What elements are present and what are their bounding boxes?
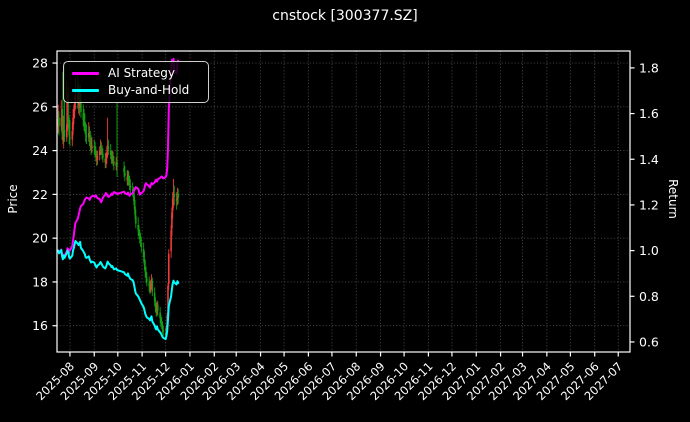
svg-text:22: 22 xyxy=(32,187,48,202)
svg-text:18: 18 xyxy=(32,274,48,289)
ai-strategy-swatch xyxy=(72,72,99,76)
svg-text:24: 24 xyxy=(32,143,48,158)
legend-label: Buy-and-Hold xyxy=(108,82,190,97)
axes-frame xyxy=(56,50,631,353)
buy-and-hold-line xyxy=(57,240,180,341)
svg-text:1.4: 1.4 xyxy=(639,152,659,167)
legend-item-ai-strategy: AI Strategy xyxy=(72,67,202,80)
chart-title: cnstock [300377.SZ] xyxy=(272,8,418,24)
legend: AI Strategy Buy-and-Hold xyxy=(63,61,209,103)
ai-strategy-line xyxy=(57,57,180,259)
legend-item-buy-and-hold: Buy-and-Hold xyxy=(72,82,202,97)
candlestick-layer xyxy=(57,61,179,339)
svg-text:16: 16 xyxy=(32,318,48,333)
y-axis-left: 16 18 20 22 24 26 28 xyxy=(32,56,57,333)
right-axis-label: Return xyxy=(666,179,680,219)
svg-text:0.8: 0.8 xyxy=(639,289,659,304)
svg-text:1.0: 1.0 xyxy=(639,243,659,258)
svg-text:20: 20 xyxy=(32,231,48,246)
svg-text:28: 28 xyxy=(32,56,48,71)
x-axis: 2025-082025-092025-102025-112025-122026-… xyxy=(33,352,625,403)
grid xyxy=(57,51,630,352)
left-axis-label: Price xyxy=(6,184,20,214)
buy-and-hold-swatch xyxy=(72,88,99,92)
svg-text:1.6: 1.6 xyxy=(639,106,659,121)
legend-label: AI Strategy xyxy=(108,66,175,81)
svg-text:26: 26 xyxy=(32,99,48,114)
y-axis-right: 0.6 0.8 1.0 1.2 1.4 1.6 1.8 xyxy=(630,60,659,349)
svg-text:1.2: 1.2 xyxy=(639,197,659,212)
svg-text:0.6: 0.6 xyxy=(639,334,659,349)
svg-text:1.8: 1.8 xyxy=(639,60,659,75)
